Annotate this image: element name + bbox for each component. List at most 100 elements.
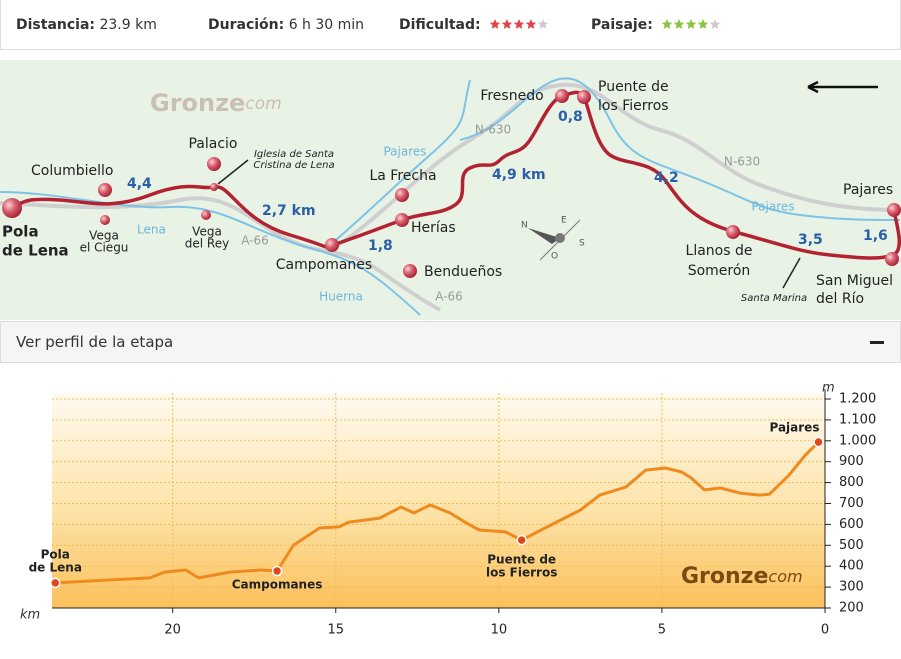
leader-line [782,257,801,289]
place-marker [555,89,569,103]
place-marker [577,90,591,104]
place-label: Columbiello [31,163,113,179]
y-tick-label: 500 [839,538,864,553]
places [2,89,901,278]
waypoint-marker [813,436,824,448]
waypoint-marker [50,577,61,589]
place-marker [325,238,339,252]
road-label: A-66 [435,290,463,304]
y-axis-label: m [822,381,835,396]
stat-label: Distancia: [16,17,96,33]
stat-value: 6 h 30 min [288,17,365,33]
star-empty [709,19,721,29]
place-marker [395,188,409,202]
place-label: Somerón [688,263,751,279]
place-label: Iglesia de Santa [254,149,334,160]
place-label: Pola [2,223,39,241]
river-label: Lena [137,223,166,237]
star-filled [489,19,500,29]
place-label: del Río [816,291,864,307]
place-label: Santa Marina [741,293,807,304]
distance-label: 4,4 [127,176,152,192]
place-label: Llanos de [686,243,753,259]
distance-label: 4,9 km [492,167,546,183]
stat-label: Dificultad: [399,17,481,33]
road-label: N-630 [475,123,511,137]
road-label: N-630 [724,155,760,169]
x-axis-label: km [20,608,40,623]
x-tick-label: 5 [658,623,666,638]
watermark-text: Gronze [150,89,245,117]
rivers [0,77,901,316]
place-marker [887,203,901,217]
river-label: Huerna [319,290,363,304]
star-filled [525,19,536,29]
roads [0,82,901,312]
distance-label: 0,8 [558,109,583,125]
place-label: Pajares [843,182,893,198]
stat: Paisaje: [591,17,721,34]
distance-label: 2,7 km [262,203,316,219]
place-label: Vega [89,229,119,243]
map-background [0,60,901,320]
stat-label: Duración: [208,17,285,33]
compass-letter: S [579,239,585,249]
place-label: Campomanes [276,257,372,273]
leader-line [217,159,249,185]
waypoint-marker [516,534,527,546]
place-label: de Lena [2,242,69,260]
place-marker [98,183,112,197]
x-tick-label: 10 [491,623,508,638]
star-empty [537,19,548,29]
y-tick-label: 800 [839,475,864,490]
waypoint-label: Pola [41,547,70,561]
place-label: Bendueños [424,264,502,280]
place-label: del Rey [185,237,229,251]
compass-letter: E [561,216,567,226]
distance-label: 1,6 [863,228,888,244]
star-filled [685,19,697,29]
direction-arrow [807,80,878,94]
stat: Duración: 6 h 30 min [208,17,364,33]
stat: Dificultad: [399,17,549,34]
place-label: La Frecha [369,168,436,184]
stat-label: Paisaje: [591,17,653,33]
stat: Distancia: 23.9 km [16,17,157,33]
place-label: Herías [411,220,456,236]
waypoint-label: Campomanes [232,578,323,592]
place-marker [210,183,218,191]
place-marker [395,213,409,227]
watermark-text: com [245,94,281,114]
compass-letter: N [521,221,528,231]
y-tick-label: 600 [839,517,864,532]
stars [489,19,548,29]
distance-label: 4,2 [654,170,679,186]
profile-toggle-bar[interactable]: Ver perfil de la etapa [0,321,901,363]
waypoint-marker [271,565,283,577]
x-tick-label: 0 [821,623,829,638]
y-tick-label: 1.100 [839,412,876,427]
watermark-text: com [768,567,802,586]
distance-label: 1,8 [368,238,393,254]
compass [528,219,581,261]
place-marker [207,157,221,171]
x-tick-label: 20 [164,623,181,638]
elevation-line [55,441,820,585]
place-marker [100,215,110,225]
plot-background [52,393,825,608]
place-label: Cristina de Lena [253,160,334,171]
watermark: Gronzecom [681,564,803,589]
section-title: Ver perfil de la etapa [16,333,174,351]
elevation-profile: 2003004005006007008009001.0001.1001.2002… [20,381,876,638]
river-label: Pajares [751,200,794,214]
watermark-text: Gronze [681,564,768,589]
place-marker [726,225,740,239]
y-tick-label: 300 [839,580,864,595]
place-label: Puente de [598,79,669,95]
place-label: los Fierros [598,98,669,114]
route-map: Gronzecom Pola de Lena Columbiello Vega … [0,60,901,320]
place-marker [403,264,417,278]
collapse-button[interactable] [870,341,884,344]
star-filled [501,19,512,29]
